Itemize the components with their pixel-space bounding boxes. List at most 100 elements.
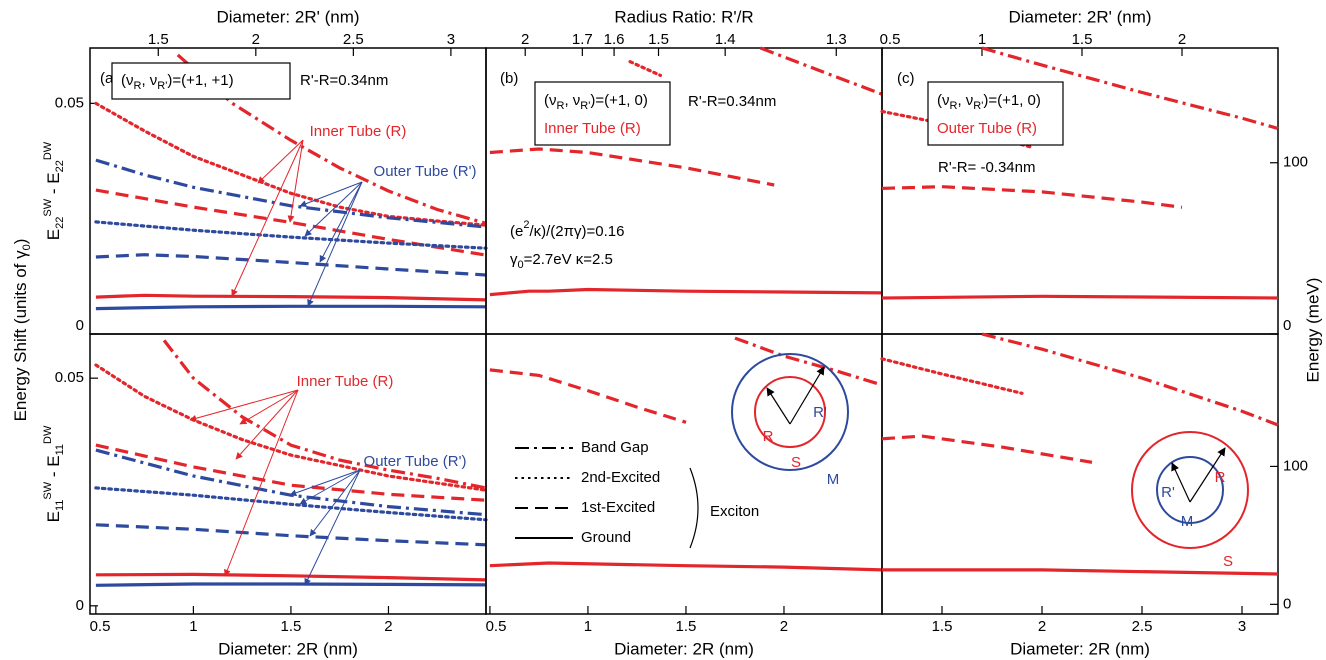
text-part: 11 <box>54 500 66 511</box>
text-part: 0 <box>518 259 524 271</box>
radius-arrow <box>766 387 791 425</box>
y2-tick-label: 0 <box>1283 317 1291 334</box>
series-line <box>94 220 488 250</box>
x2-axis-title: Diameter: 2R' (nm) <box>1008 7 1151 26</box>
text-part: 22 <box>54 160 66 172</box>
diagram-label: S <box>1223 553 1233 570</box>
diagram-label: R' <box>813 404 827 421</box>
text-part: R' <box>973 100 983 112</box>
x2-tick-label: 1.7 <box>572 31 593 48</box>
x2-tick-label: 1.3 <box>826 31 847 48</box>
x-tick-label: 2 <box>1038 618 1046 635</box>
series-line <box>628 60 663 77</box>
y2-tick-label: 0 <box>1283 595 1291 612</box>
y2-tick-label: 100 <box>1283 154 1308 171</box>
arrow-label: Inner Tube (R) <box>310 123 407 140</box>
annotation-box <box>534 81 671 146</box>
text-part: /κ)/(2πγ)=0.16 <box>529 223 624 240</box>
arrow-label: Outer Tube (R') <box>374 163 477 180</box>
x2-tick-label: 2 <box>521 31 529 48</box>
arrow-label: Outer Tube (R') <box>364 453 467 470</box>
text-part: SW <box>42 481 54 499</box>
series-line <box>94 486 488 522</box>
text-part: SW <box>42 198 54 216</box>
text-part: E <box>44 229 63 240</box>
legend-label: Ground <box>581 529 631 546</box>
series-line <box>176 53 487 225</box>
y-axis-title: Energy Shift (units of γ0) <box>11 239 32 422</box>
y2-tick-label: 100 <box>1283 457 1308 474</box>
x2-tick-label: 3 <box>447 31 455 48</box>
x2-tick-label: 1.5 <box>648 31 669 48</box>
y-tick-label: 0 <box>76 597 84 614</box>
arrow <box>299 181 363 207</box>
x-tick-label: 1 <box>189 618 197 635</box>
annotation: (e2/κ)/(2πγ)=0.16 <box>510 219 624 240</box>
text-part: =2.7eV κ=2.5 <box>524 251 613 268</box>
annotation-box <box>927 81 1064 146</box>
text-part: R'-R=0.34nm <box>688 93 776 110</box>
text-part: , ν <box>957 92 973 109</box>
series-line <box>95 293 487 302</box>
x-tick-label: 2 <box>780 618 788 635</box>
legend-bracket <box>689 467 699 549</box>
legend-label: Band Gap <box>581 439 649 456</box>
x2-tick-label: 1.5 <box>148 31 169 48</box>
text-part: )=(+1, +1) <box>167 72 233 89</box>
series-line <box>881 185 1183 209</box>
series-line <box>880 357 1024 395</box>
x-tick-label: 1 <box>584 618 592 635</box>
outer-tube <box>1131 431 1249 549</box>
diagram-label: S <box>791 454 801 471</box>
x-axis-title: Diameter: 2R (nm) <box>1010 639 1150 658</box>
legend-label: 1st-Excited <box>581 499 655 516</box>
series-line <box>95 523 487 547</box>
text-part: R'-R= -0.34nm <box>938 159 1035 176</box>
panel-frame <box>89 333 487 615</box>
diagram-label: R' <box>1161 484 1175 501</box>
arrow <box>287 139 304 223</box>
box-text: (νR, νR')=(+1, +1) <box>121 72 234 92</box>
series-line <box>981 46 1279 131</box>
x2-tick-label: 1.4 <box>715 31 736 48</box>
series-line <box>981 332 1279 427</box>
text-part: , ν <box>141 72 157 89</box>
arrow <box>235 389 299 460</box>
text-part: )=(+1, 0) <box>983 92 1041 109</box>
text-part: R' <box>580 100 590 112</box>
x-tick-label: 2 <box>384 618 392 635</box>
legend-group-label: Exciton <box>710 503 759 520</box>
inner-tube <box>754 376 826 448</box>
series-line <box>489 561 883 572</box>
x2-tick-label: 1 <box>978 31 986 48</box>
text-part: Inner Tube (R) <box>544 120 641 137</box>
y-tick-label: 0.05 <box>55 369 84 386</box>
box-text: (νR, νR')=(+1, 0) <box>937 92 1041 112</box>
text-part: R <box>950 100 958 112</box>
series-line <box>489 287 883 297</box>
arrow <box>189 389 299 422</box>
y-tick-label: 0.05 <box>55 94 84 111</box>
y-tick-label: 0 <box>76 317 84 334</box>
x2-tick-label: 2 <box>1178 31 1186 48</box>
diagram-label: M <box>827 471 840 488</box>
radius-arrow <box>1189 447 1226 503</box>
series-line <box>95 253 487 277</box>
panel <box>485 333 883 615</box>
x-tick-label: 1.5 <box>676 618 697 635</box>
x2-tick-label: 0.5 <box>880 31 901 48</box>
text-part: )=(+1, 0) <box>590 92 648 109</box>
y2-axis-title: Energy (meV) <box>1303 278 1322 383</box>
x2-axis-title: Diameter: 2R' (nm) <box>216 7 359 26</box>
x-tick-label: 3 <box>1238 618 1246 635</box>
arrow <box>309 469 361 537</box>
x2-tick-label: 2.5 <box>343 31 364 48</box>
series-line <box>882 568 1279 576</box>
panel <box>881 333 1279 615</box>
annotation: γ0=2.7eV κ=2.5 <box>510 251 613 271</box>
panel-label: (c) <box>897 70 915 87</box>
arrow-label: Inner Tube (R) <box>297 373 394 390</box>
diagram-label: R <box>1215 469 1226 486</box>
text-part: 0 <box>21 244 33 250</box>
